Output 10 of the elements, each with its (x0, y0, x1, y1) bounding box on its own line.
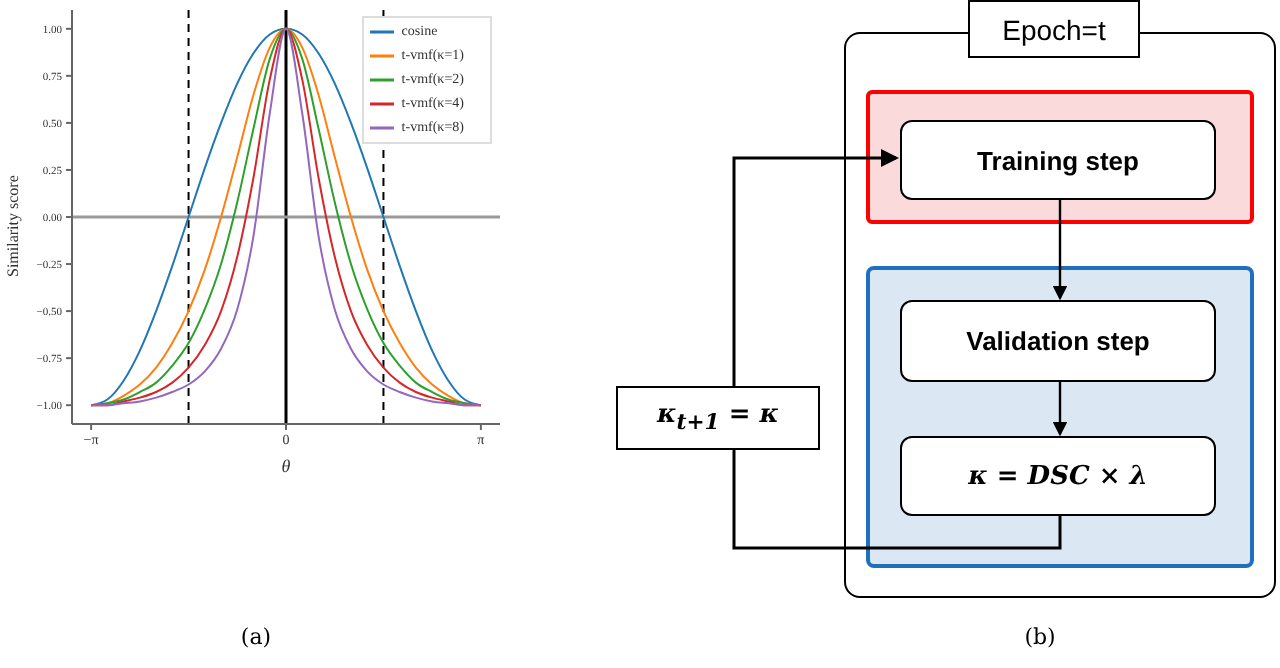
text: (a) (238, 624, 274, 650)
text: (b) (1022, 624, 1058, 650)
text: κ$_{t+1}$ = κ (656, 400, 780, 436)
text: Validation step (966, 326, 1150, 356)
line-series (90, 27, 482, 407)
y-axis-title: Similarity score (3, 174, 22, 277)
text: Epoch=t (1002, 13, 1106, 45)
x-axis-title: θ (281, 456, 292, 476)
text: κ = DSC × λ (968, 461, 1148, 491)
text: Training step (977, 145, 1139, 175)
